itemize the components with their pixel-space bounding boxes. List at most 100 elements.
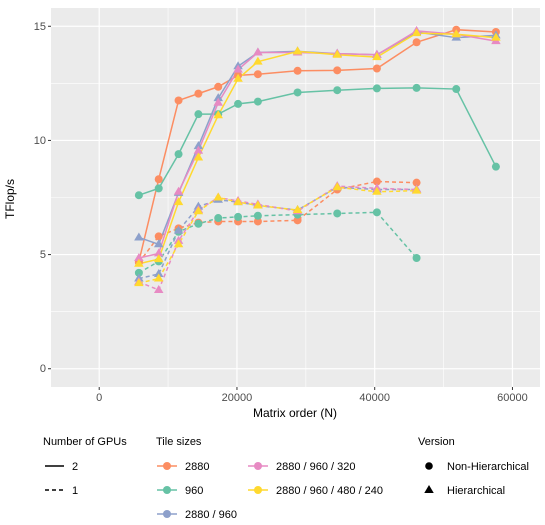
axes: 0 5 10 15 0 20000 40000 60000 [34,21,528,404]
data-point [134,278,144,287]
data-point [412,38,421,47]
legend-label-gpus: 1 [72,485,78,497]
data-point [253,97,262,106]
legend-label-tile: 2880 / 960 / 320 [276,461,356,473]
data-point [134,253,144,262]
legend-label-version: Non-Hierarchical [447,461,529,473]
data-point [253,200,263,209]
data-point [333,86,342,95]
data-point [173,225,184,234]
legend-label-tile: 2880 / 960 [185,509,237,521]
data-point [213,97,223,106]
data-point [491,162,500,171]
data-point [332,49,342,58]
data-point [154,184,163,193]
data-point [234,99,243,108]
data-point [174,150,183,159]
data-point [293,66,302,75]
data-point [333,209,342,218]
data-point [293,216,302,225]
data-point [194,219,203,228]
data-point [214,214,223,223]
data-point [153,284,164,293]
legend-key-tile-dot [254,486,262,494]
data-point [332,182,342,191]
data-point [412,83,421,92]
data-point [213,93,223,102]
legend-key-tile-dot [163,462,171,470]
data-point [253,217,262,226]
legend-key-triangle [424,485,434,493]
data-point [234,212,243,221]
data-point [412,178,421,187]
x-tick-label: 0 [96,392,102,404]
data-point [153,273,164,282]
y-tick-label: 0 [40,363,46,375]
data-point [134,191,143,200]
data-point [173,186,184,195]
legend: Number of GPUs 2 1 Tile sizes 2880 960 2880 / … [43,436,529,521]
y-tick-label: 10 [34,135,46,147]
data-point [253,70,262,79]
data-point [372,84,381,93]
data-point [292,46,303,55]
data-point [153,254,164,263]
x-axis-label: Matrix order (N) [253,406,337,420]
data-point [372,208,381,217]
legend-key-tile-dot [254,462,262,470]
data-point [154,232,163,241]
y-tick-label: 5 [40,249,46,261]
data-point [233,197,243,206]
x-tick-label: 20000 [222,392,253,404]
data-point [193,206,204,215]
x-tick-label: 40000 [359,392,390,404]
data-point [253,47,263,56]
data-point [173,197,184,206]
legend-label-gpus: 2 [72,461,78,473]
data-point [233,73,243,82]
data-point [213,192,223,201]
data-point [491,32,501,41]
data-point [213,110,223,119]
data-point [153,268,164,277]
data-point [173,239,184,248]
series-points [134,25,501,293]
data-point [411,185,422,194]
legend-label-tile: 2880 / 960 / 480 / 240 [276,485,383,497]
data-point [153,248,164,257]
data-point [293,88,302,97]
legend-key-tile-dot [163,510,171,518]
legend-label-version: Hierarchical [447,485,505,497]
legend-key-tile-dot [163,486,171,494]
x-tick-label: 60000 [497,392,528,404]
data-point [372,52,382,61]
data-point [411,28,422,37]
data-point [193,141,204,150]
data-point [412,254,421,263]
data-point [372,177,381,186]
y-axis-label: TFlop/s [3,179,17,219]
data-point [193,152,204,161]
data-point [452,85,461,94]
legend-title-tiles: Tile sizes [156,436,202,448]
data-point [134,268,143,277]
data-point [134,258,144,267]
data-point [134,232,144,241]
legend-title-version: Version [418,436,455,448]
data-point [292,205,303,214]
data-point [253,56,263,65]
legend-label-tile: 960 [185,485,203,497]
legend-label-tile: 2880 [185,461,209,473]
legend-key-circle [425,462,433,470]
data-point [153,239,164,248]
data-point [253,211,262,220]
data-point [154,175,163,184]
legend-title-gpus: Number of GPUs [43,436,127,448]
data-point [194,89,203,98]
data-point [451,29,462,38]
data-point [214,82,223,91]
data-point [333,66,342,75]
data-point [372,64,381,73]
data-point [372,186,382,195]
